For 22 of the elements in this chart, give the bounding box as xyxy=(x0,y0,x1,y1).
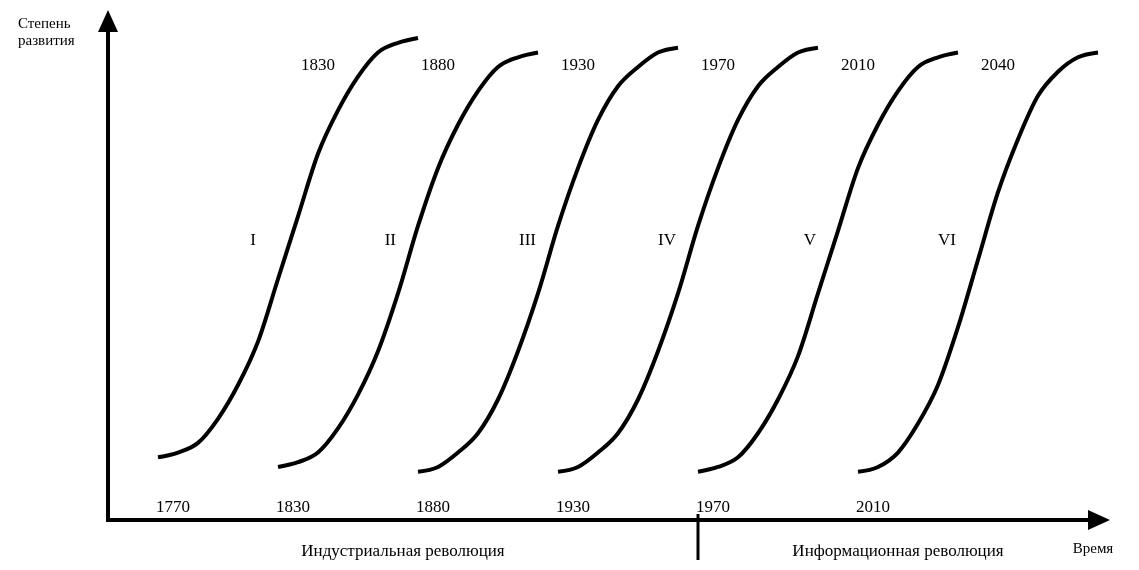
x-axis-title: Время xyxy=(1072,540,1114,556)
text: Индустриальная революция xyxy=(301,541,505,560)
annotation: 1970 xyxy=(696,497,730,516)
annotation: 2010 xyxy=(856,497,890,516)
series-label: VI xyxy=(938,230,957,250)
y-axis-title: Степень развития xyxy=(18,15,75,48)
annotation: 1830 xyxy=(276,497,310,516)
annotation: 1970 xyxy=(701,55,735,74)
series-label: III xyxy=(519,230,537,250)
series-label: I xyxy=(250,230,257,250)
annotation: 1880 xyxy=(416,497,450,516)
annotation: 2040 xyxy=(981,55,1015,74)
series-label: II xyxy=(384,230,397,250)
annotation: 1930 xyxy=(561,55,595,74)
text: Информационная революция xyxy=(792,541,1004,560)
annotation: 1770 xyxy=(156,497,190,516)
annotation: 1930 xyxy=(556,497,590,516)
annotation: 1830 xyxy=(301,55,335,74)
annotation: 2010 xyxy=(841,55,875,74)
annotation: 1880 xyxy=(421,55,455,74)
series-label: IV xyxy=(658,230,677,250)
series-label: V xyxy=(803,230,817,250)
